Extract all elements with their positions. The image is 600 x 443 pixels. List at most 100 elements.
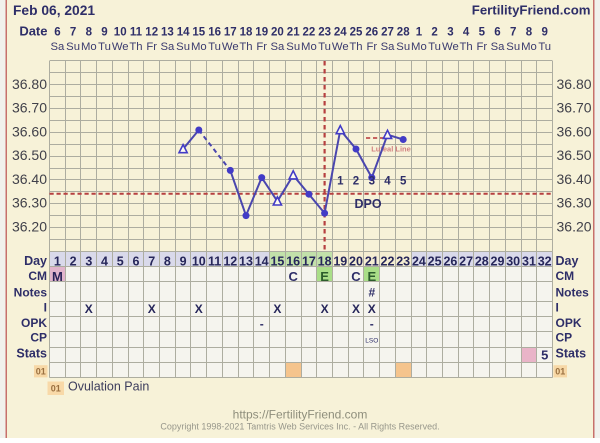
svg-text:Su: Su [396,41,410,53]
svg-text:18: 18 [318,254,332,268]
svg-text:Sa: Sa [50,41,65,53]
svg-text:FertilityFriend.com: FertilityFriend.com [472,3,591,18]
svg-text:C: C [351,269,361,284]
svg-text:DPO: DPO [354,197,381,211]
svg-text:I: I [44,301,47,315]
svg-text:Mo: Mo [411,41,427,53]
svg-text:19: 19 [255,27,268,39]
svg-text:20: 20 [271,27,284,39]
svg-text:Notes: Notes [556,285,590,299]
svg-text:36.70: 36.70 [557,100,592,116]
svg-text:Th: Th [129,41,142,53]
svg-text:Tu: Tu [208,41,221,53]
svg-text:15: 15 [192,27,205,39]
svg-text:We: We [222,41,239,53]
svg-text:19: 19 [333,254,347,268]
svg-text:Ovulation Pain: Ovulation Pain [68,380,149,394]
svg-text:Sa: Sa [381,41,396,53]
svg-text:Fr: Fr [366,41,377,53]
svg-text:Mo: Mo [191,41,207,53]
svg-text:2: 2 [70,254,77,268]
svg-text:-: - [260,317,264,331]
svg-text:26: 26 [443,254,457,268]
svg-text:36.30: 36.30 [12,195,47,211]
svg-text:20: 20 [349,254,363,268]
svg-text:26: 26 [365,27,378,39]
svg-text:Tu: Tu [318,41,331,53]
svg-text:36.30: 36.30 [557,195,592,211]
svg-text:31: 31 [522,254,536,268]
svg-text:Copyright 1998-2021 Tamtris We: Copyright 1998-2021 Tamtris Web Services… [160,422,439,432]
svg-text:Tu: Tu [98,41,111,53]
svg-text:Fr: Fr [256,41,267,53]
svg-text:Feb 06, 2021: Feb 06, 2021 [13,3,95,18]
svg-text:We: We [332,41,349,53]
svg-text:Fr: Fr [476,41,487,53]
svg-text:4: 4 [463,27,470,39]
svg-text:10: 10 [114,27,127,39]
svg-text:4: 4 [101,254,108,268]
svg-text:27: 27 [459,254,473,268]
svg-text:Day: Day [24,254,47,268]
svg-text:36.80: 36.80 [12,76,47,92]
svg-text:Mo: Mo [81,41,97,53]
svg-text:Sa: Sa [160,41,175,53]
svg-text:36.40: 36.40 [557,171,592,187]
svg-text:CM: CM [556,269,575,283]
svg-text:CP: CP [30,331,47,345]
svg-text:8: 8 [86,27,93,39]
svg-text:27: 27 [381,27,394,39]
svg-text:14: 14 [177,27,190,39]
svg-text:9: 9 [541,27,547,39]
svg-text:CP: CP [556,331,573,345]
svg-text:28: 28 [397,27,410,39]
svg-text:Su: Su [506,41,520,53]
svg-text:7: 7 [148,254,155,268]
svg-text:OPK: OPK [556,316,582,330]
svg-text:10: 10 [192,254,206,268]
svg-text:Th: Th [239,41,252,53]
svg-text:36.60: 36.60 [12,123,47,139]
svg-text:Mo: Mo [301,41,317,53]
svg-text:5: 5 [117,254,124,268]
svg-text:7: 7 [70,27,76,39]
svg-text:Day: Day [556,254,579,268]
svg-text:3: 3 [447,27,453,39]
svg-text:12: 12 [223,254,237,268]
svg-text:15: 15 [270,254,284,268]
svg-text:CM: CM [28,269,47,283]
svg-text:01: 01 [36,367,46,377]
svg-text:24: 24 [412,254,426,268]
svg-text:-: - [370,317,374,331]
svg-text:13: 13 [161,27,174,39]
svg-text:32: 32 [538,254,552,268]
svg-text:Su: Su [286,41,300,53]
svg-text:6: 6 [54,27,60,39]
svg-text:29: 29 [491,254,505,268]
svg-text:5: 5 [541,348,548,363]
svg-text:We: We [112,41,129,53]
svg-text:Th: Th [349,41,362,53]
svg-text:25: 25 [350,27,363,39]
svg-text:36.40: 36.40 [12,171,47,187]
svg-text:E: E [367,269,376,284]
svg-text:11: 11 [208,254,221,268]
svg-text:30: 30 [506,254,520,268]
svg-text:1: 1 [416,27,423,39]
svg-text:36.80: 36.80 [557,76,592,92]
svg-text:X: X [273,302,281,316]
svg-text:Stats: Stats [16,346,47,360]
svg-text:36.60: 36.60 [557,123,592,139]
svg-text:12: 12 [145,27,158,39]
svg-text:LSO: LSO [365,338,378,345]
svg-text:Su: Su [176,41,190,53]
svg-text:28: 28 [475,254,489,268]
svg-text:6: 6 [133,254,140,268]
svg-text:Luteal Line: Luteal Line [371,145,411,154]
svg-text:OPK: OPK [21,316,47,330]
svg-text:13: 13 [239,254,253,268]
svg-text:Date: Date [19,24,47,39]
svg-text:01: 01 [51,384,61,394]
svg-text:Sa: Sa [270,41,285,53]
svg-text:3: 3 [369,176,375,188]
